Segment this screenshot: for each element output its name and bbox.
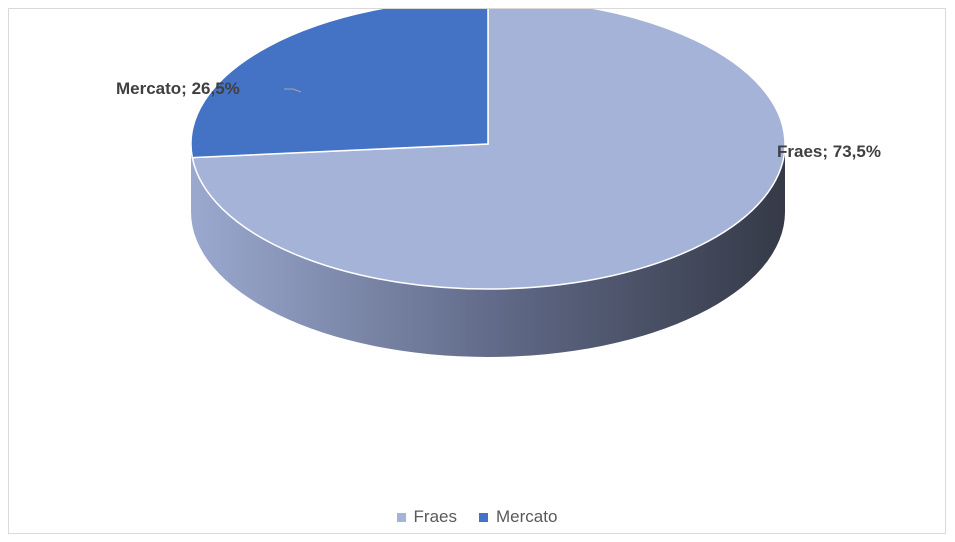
legend-label: Fraes: [413, 507, 458, 526]
legend-label: Mercato: [496, 507, 558, 526]
data-label-mercato: Mercato; 26,5%: [116, 79, 240, 98]
pie-slice-mercato[interactable]: [190, 9, 489, 159]
legend-item-fraes[interactable]: Fraes: [396, 507, 458, 527]
pie-side-wall: [191, 144, 785, 357]
legend-item-mercato[interactable]: Mercato: [479, 507, 557, 527]
chart-area: Fraes; 73,5% Mercato; 26,5%: [8, 8, 946, 534]
leader-line-mercato: [284, 88, 302, 93]
legend: Fraes Mercato: [8, 507, 946, 527]
data-label-fraes: Fraes; 73,5%: [777, 142, 881, 161]
legend-swatch-fraes: [396, 512, 406, 522]
pie-chart: Fraes; 73,5% Mercato; 26,5%: [116, 9, 881, 357]
legend-swatch-mercato: [479, 512, 489, 522]
pie-slice-fraes[interactable]: [191, 9, 786, 290]
